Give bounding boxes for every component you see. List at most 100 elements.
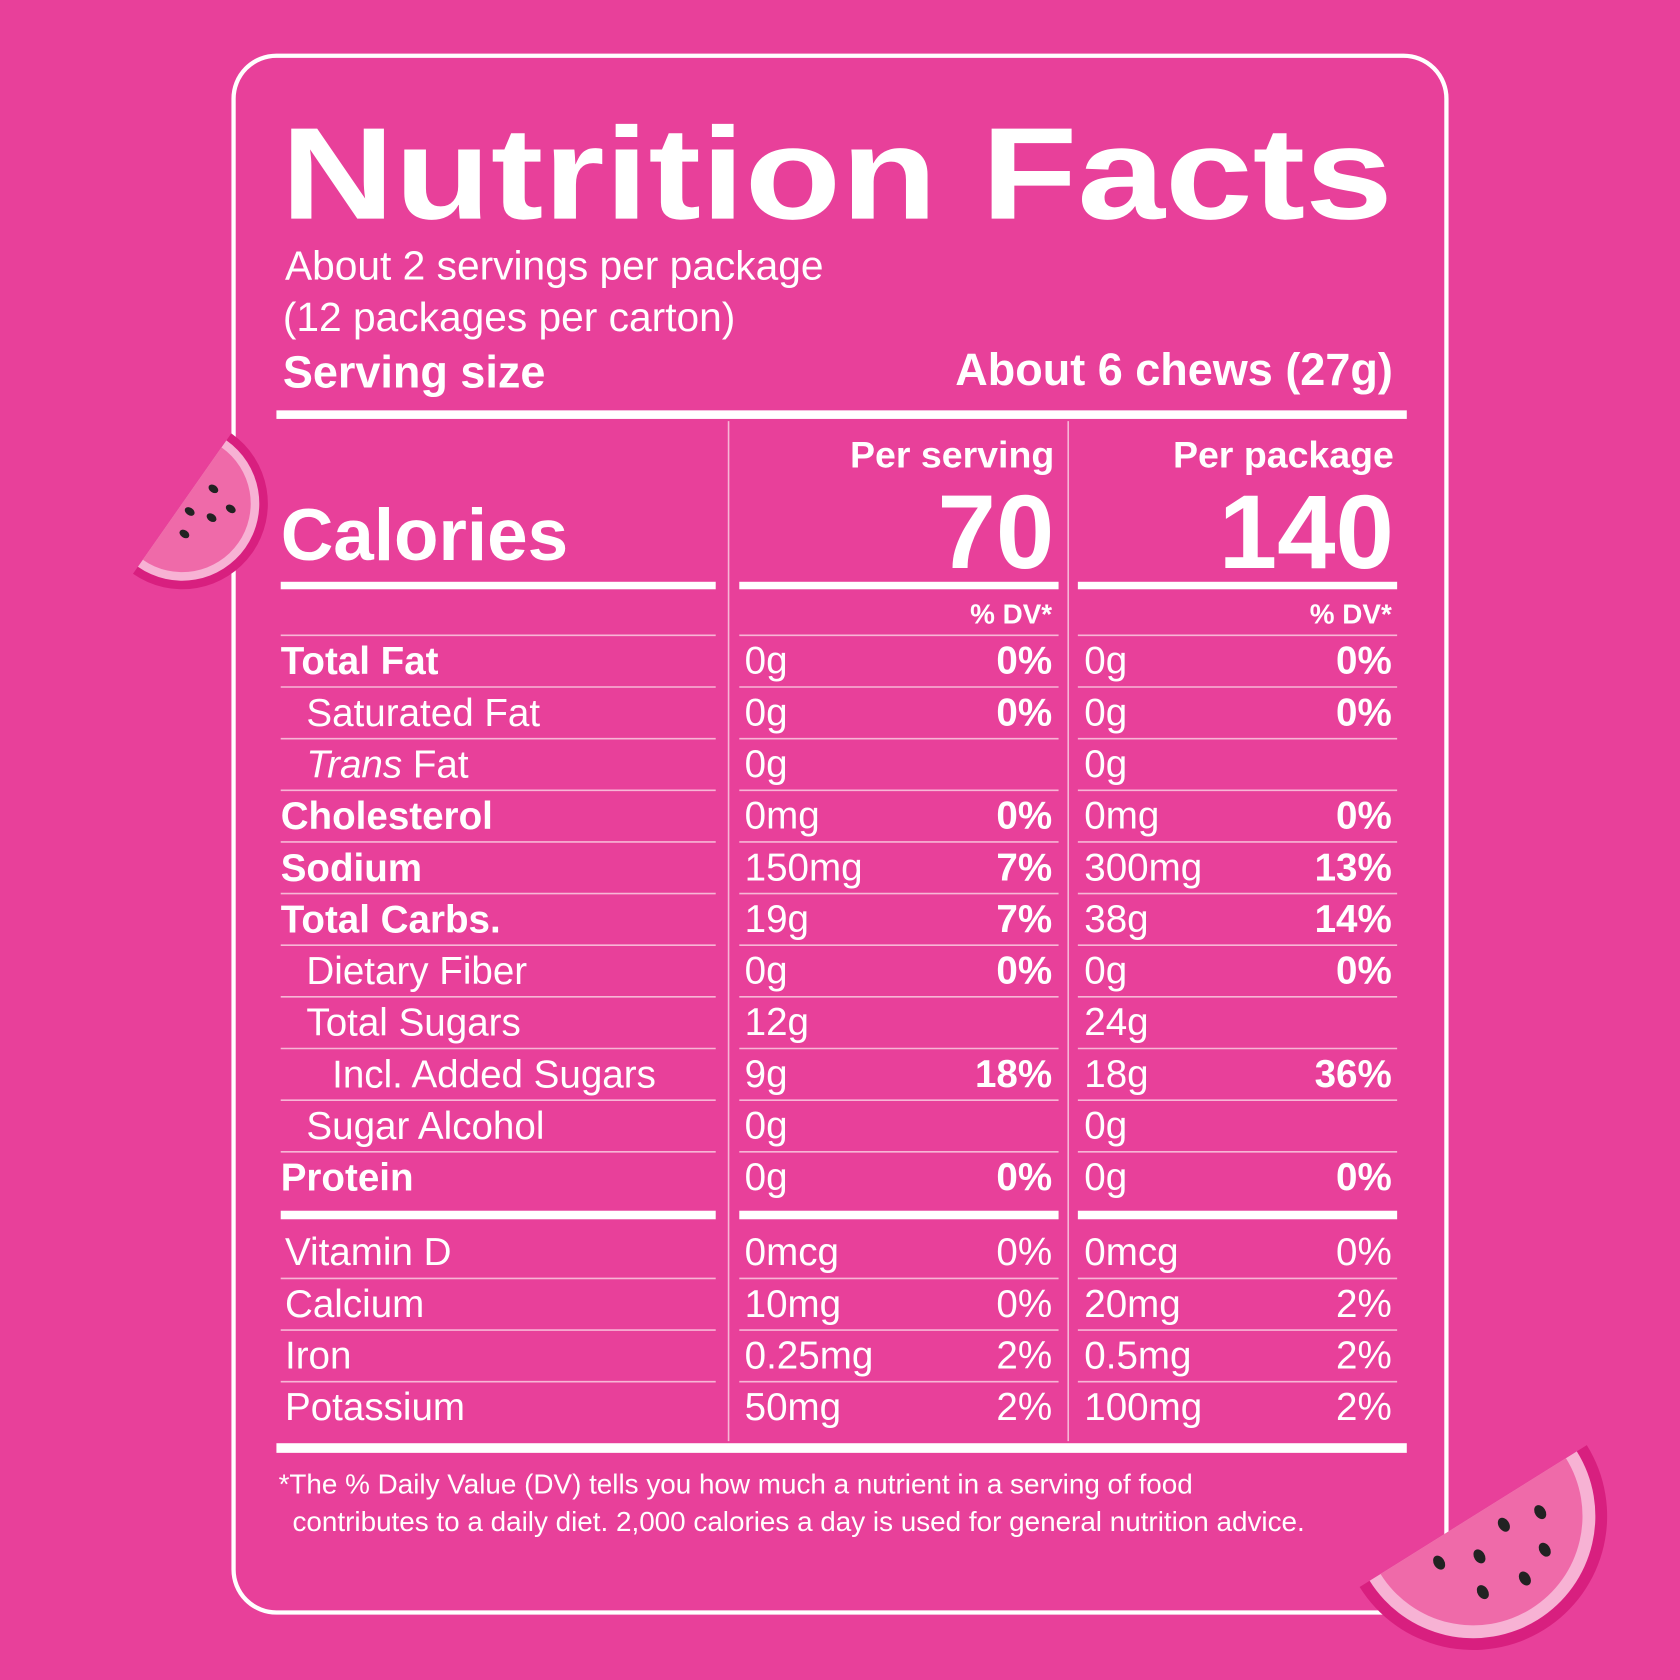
amount: 0g [745, 743, 788, 786]
amount: 0mcg [1084, 1231, 1178, 1274]
daily-value: 18% [975, 1053, 1052, 1096]
daily-value: 0% [996, 640, 1052, 683]
amount: 0g [1084, 743, 1127, 786]
daily-value: 0% [1336, 640, 1392, 683]
nutrient-name: Protein [281, 1156, 414, 1199]
amount: 0mcg [745, 1231, 839, 1274]
daily-value: 0% [1336, 1231, 1392, 1274]
nutrient-name-italic: Trans [306, 743, 402, 786]
column-heading: Per serving [850, 433, 1054, 475]
divider [1077, 581, 1398, 590]
divider [276, 1443, 1407, 1453]
divider [739, 1210, 1059, 1220]
nutrient-name-text: Fat [413, 743, 469, 786]
amount: 0g [745, 950, 788, 993]
amount: 0g [1084, 691, 1127, 734]
daily-value: 13% [1315, 846, 1392, 889]
nutrient-name: Total Sugars [306, 1001, 520, 1044]
servings-line: About 2 servings per package [285, 243, 824, 289]
dv-heading: % DV* [1310, 598, 1392, 629]
serving-size-label: Serving size [283, 346, 546, 397]
daily-value: 0% [996, 1156, 1052, 1199]
nutrient-name: Saturated Fat [306, 691, 540, 734]
nutrient-name-text: Sugar Alcohol [306, 1104, 544, 1147]
daily-value: 7% [996, 846, 1052, 889]
watermelon-decoration [132, 433, 268, 590]
amount: 0.25mg [745, 1334, 874, 1377]
daily-value: 0% [1336, 1156, 1392, 1199]
nutrient-name-text: Protein [281, 1156, 414, 1199]
vitamin-name: Iron [285, 1334, 351, 1377]
amount: 0mg [745, 795, 820, 838]
divider [276, 410, 1407, 419]
amount: 100mg [1084, 1386, 1202, 1429]
amount: 24g [1084, 1001, 1148, 1044]
daily-value: 7% [996, 898, 1052, 941]
amount: 0mg [1084, 795, 1159, 838]
column-heading: Per package [1173, 433, 1394, 475]
footnote: contributes to a daily diet. 2,000 calor… [293, 1506, 1305, 1537]
calories-value: 140 [1219, 474, 1394, 591]
nutrient-name-text: Total Sugars [306, 1001, 520, 1044]
nutrient-name: Trans Fat [306, 743, 468, 786]
amount: 0g [1084, 1156, 1127, 1199]
nutrient-name-text: Total Fat [281, 640, 439, 683]
vitamin-name: Potassium [285, 1386, 465, 1429]
daily-value: 0% [1336, 950, 1392, 993]
daily-value: 2% [1336, 1334, 1392, 1377]
vitamin-name: Vitamin D [285, 1231, 451, 1274]
amount: 0g [745, 640, 788, 683]
daily-value: 36% [1315, 1053, 1392, 1096]
daily-value: 2% [996, 1386, 1052, 1429]
daily-value: 2% [996, 1334, 1052, 1377]
nutrient-name-text: Saturated Fat [306, 691, 540, 734]
amount: 300mg [1084, 846, 1202, 889]
dv-heading: % DV* [970, 598, 1052, 629]
amount: 9g [745, 1053, 788, 1096]
nutrient-name-text: Sodium [281, 846, 422, 889]
daily-value: 0% [1336, 691, 1392, 734]
amount: 18g [1084, 1053, 1148, 1096]
amount: 0g [745, 1156, 788, 1199]
amount: 0g [1084, 640, 1127, 683]
calories-value: 70 [937, 474, 1054, 591]
amount: 150mg [745, 846, 863, 889]
divider [739, 581, 1059, 590]
amount: 0.5mg [1084, 1334, 1191, 1377]
amount: 0g [1084, 950, 1127, 993]
amount: 0g [1084, 1104, 1127, 1147]
nutrient-name-text: Dietary Fiber [306, 950, 527, 993]
card-border [231, 53, 1449, 1615]
daily-value: 2% [1336, 1283, 1392, 1326]
footnote: *The % Daily Value (DV) tells you how mu… [279, 1468, 1193, 1499]
divider [1077, 1210, 1398, 1220]
nutrient-name-text: Total Carbs. [281, 898, 501, 941]
daily-value: 0% [996, 691, 1052, 734]
vitamin-name: Calcium [285, 1283, 424, 1326]
nutrient-name-text: Cholesterol [281, 795, 493, 838]
title: Nutrition Facts [281, 101, 1393, 247]
nutrient-name: Dietary Fiber [306, 950, 527, 993]
daily-value: 0% [996, 950, 1052, 993]
amount: 12g [745, 1001, 809, 1044]
nutrient-name: Cholesterol [281, 795, 493, 838]
nutrient-name: Total Carbs. [281, 898, 501, 941]
amount: 38g [1084, 898, 1148, 941]
amount: 0g [745, 1104, 788, 1147]
daily-value: 0% [996, 795, 1052, 838]
nutrient-name-text: Incl. Added Sugars [332, 1053, 656, 1096]
amount: 19g [745, 898, 809, 941]
nutrient-name: Total Fat [281, 640, 439, 683]
serving-size-value: About 6 chews (27g) [955, 344, 1393, 395]
amount: 50mg [745, 1386, 841, 1429]
nutrient-name: Incl. Added Sugars [332, 1053, 656, 1096]
servings-line: (12 packages per carton) [283, 294, 736, 340]
amount: 0g [745, 691, 788, 734]
watermelon-decoration [1359, 1445, 1608, 1650]
daily-value: 0% [996, 1231, 1052, 1274]
daily-value: 0% [996, 1283, 1052, 1326]
nutrient-name: Sugar Alcohol [306, 1104, 544, 1147]
calories-label: Calories [281, 495, 568, 576]
